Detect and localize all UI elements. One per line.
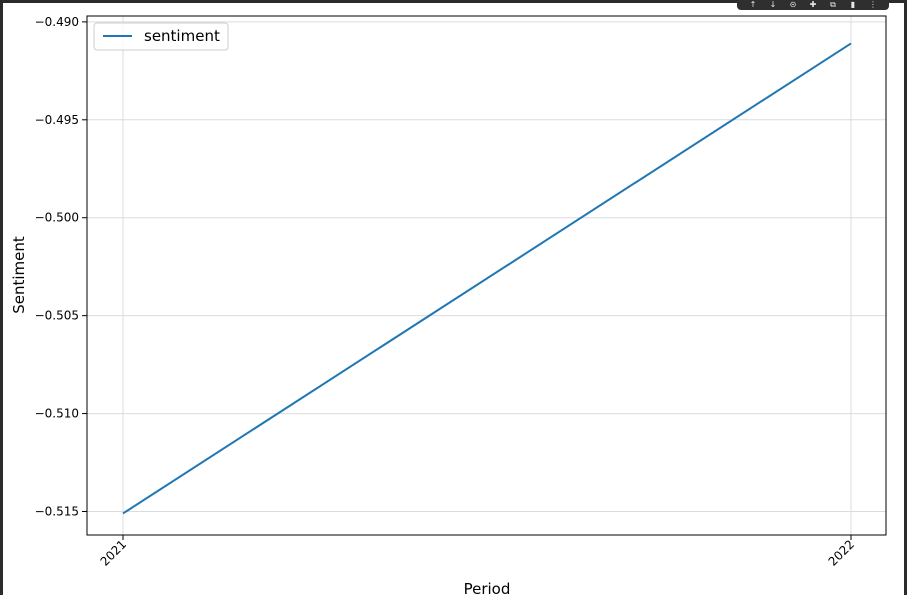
arrow-down-icon[interactable]: ↓ [769,1,777,9]
link-icon[interactable]: ⊝ [789,1,797,9]
series-line-sentiment [122,42,852,515]
y-tick-label: −0.505 [35,309,79,323]
y-tick-layer: −0.515 −0.510 −0.505 −0.500 −0.495 −0.490 [35,15,87,518]
y-tick-label: −0.515 [35,504,79,518]
open-external-icon[interactable]: ⧉ [830,1,836,9]
y-tick-label: −0.495 [35,113,79,127]
frame-top-border [0,0,907,3]
delete-icon[interactable]: ▮ [850,1,856,9]
x-tick-layer: 2021 2022 [98,535,857,569]
legend-entry-sentiment: sentiment [144,27,220,45]
legend: sentiment [93,22,229,51]
y-axis-label: Sentiment [10,236,28,314]
legend-box [93,22,229,51]
more-icon[interactable]: ⋮ [869,1,877,9]
y-tick-label: −0.490 [35,15,79,29]
y-tick-label: −0.500 [35,211,79,225]
frame-left-border [0,0,3,595]
cell-toolbar: ↑ ↓ ⊝ ✚ ⧉ ▮ ⋮ [737,0,889,10]
axes-frame [86,15,887,536]
settings-icon[interactable]: ✚ [809,1,817,9]
x-axis-label: Period [464,580,511,595]
x-tick-label: 2022 [826,537,857,568]
y-tick-label: −0.510 [35,407,79,421]
arrow-up-icon[interactable]: ↑ [749,1,757,9]
x-tick-label: 2021 [98,537,129,568]
series-layer [122,42,852,515]
grid-layer [87,16,886,535]
frame-right-border [904,0,907,595]
